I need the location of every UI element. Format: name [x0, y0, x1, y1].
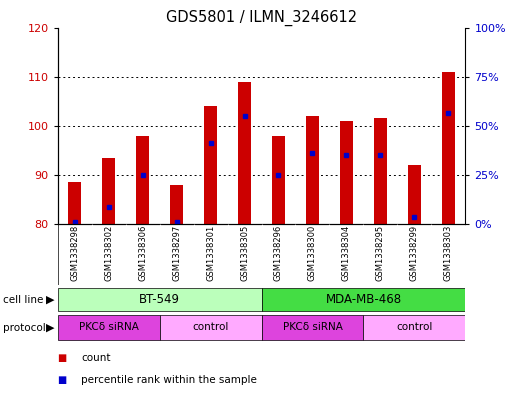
Text: GSM1338305: GSM1338305	[240, 225, 249, 281]
Text: cell line: cell line	[3, 295, 43, 305]
Text: GSM1338303: GSM1338303	[444, 225, 453, 281]
Bar	[58, 315, 160, 340]
Text: GDS5801 / ILMN_3246612: GDS5801 / ILMN_3246612	[166, 10, 357, 26]
Text: ▶: ▶	[47, 295, 55, 305]
Text: PKCδ siRNA: PKCδ siRNA	[78, 322, 139, 332]
Text: control: control	[396, 322, 433, 332]
Bar	[262, 315, 363, 340]
Text: ▶: ▶	[47, 323, 55, 333]
Text: GSM1338298: GSM1338298	[70, 225, 79, 281]
Bar	[340, 121, 353, 224]
Text: count: count	[81, 353, 110, 364]
Bar	[67, 182, 82, 224]
Text: GSM1338297: GSM1338297	[172, 225, 181, 281]
Text: control: control	[192, 322, 229, 332]
Bar	[136, 136, 150, 224]
Text: BT-549: BT-549	[139, 293, 180, 306]
Bar	[204, 106, 218, 224]
Bar	[58, 288, 262, 311]
Text: ■: ■	[58, 375, 67, 385]
Text: GSM1338304: GSM1338304	[342, 225, 351, 281]
Text: GSM1338295: GSM1338295	[376, 225, 385, 281]
Text: GSM1338302: GSM1338302	[104, 225, 113, 281]
Bar	[363, 315, 465, 340]
Text: GSM1338300: GSM1338300	[308, 225, 317, 281]
Text: GSM1338299: GSM1338299	[410, 225, 419, 281]
Text: GSM1338306: GSM1338306	[138, 225, 147, 281]
Bar	[101, 158, 115, 224]
Bar	[169, 185, 184, 224]
Bar	[408, 165, 422, 224]
Text: protocol: protocol	[3, 323, 46, 333]
Text: ■: ■	[58, 353, 67, 364]
Bar	[262, 288, 465, 311]
Bar	[305, 116, 319, 224]
Text: GSM1338301: GSM1338301	[206, 225, 215, 281]
Text: GSM1338296: GSM1338296	[274, 225, 283, 281]
Bar	[160, 315, 262, 340]
Text: MDA-MB-468: MDA-MB-468	[325, 293, 402, 306]
Bar	[237, 82, 252, 224]
Text: PKCδ siRNA: PKCδ siRNA	[282, 322, 343, 332]
Text: percentile rank within the sample: percentile rank within the sample	[81, 375, 257, 385]
Bar	[272, 136, 286, 224]
Bar	[374, 118, 388, 224]
Bar	[442, 72, 456, 224]
